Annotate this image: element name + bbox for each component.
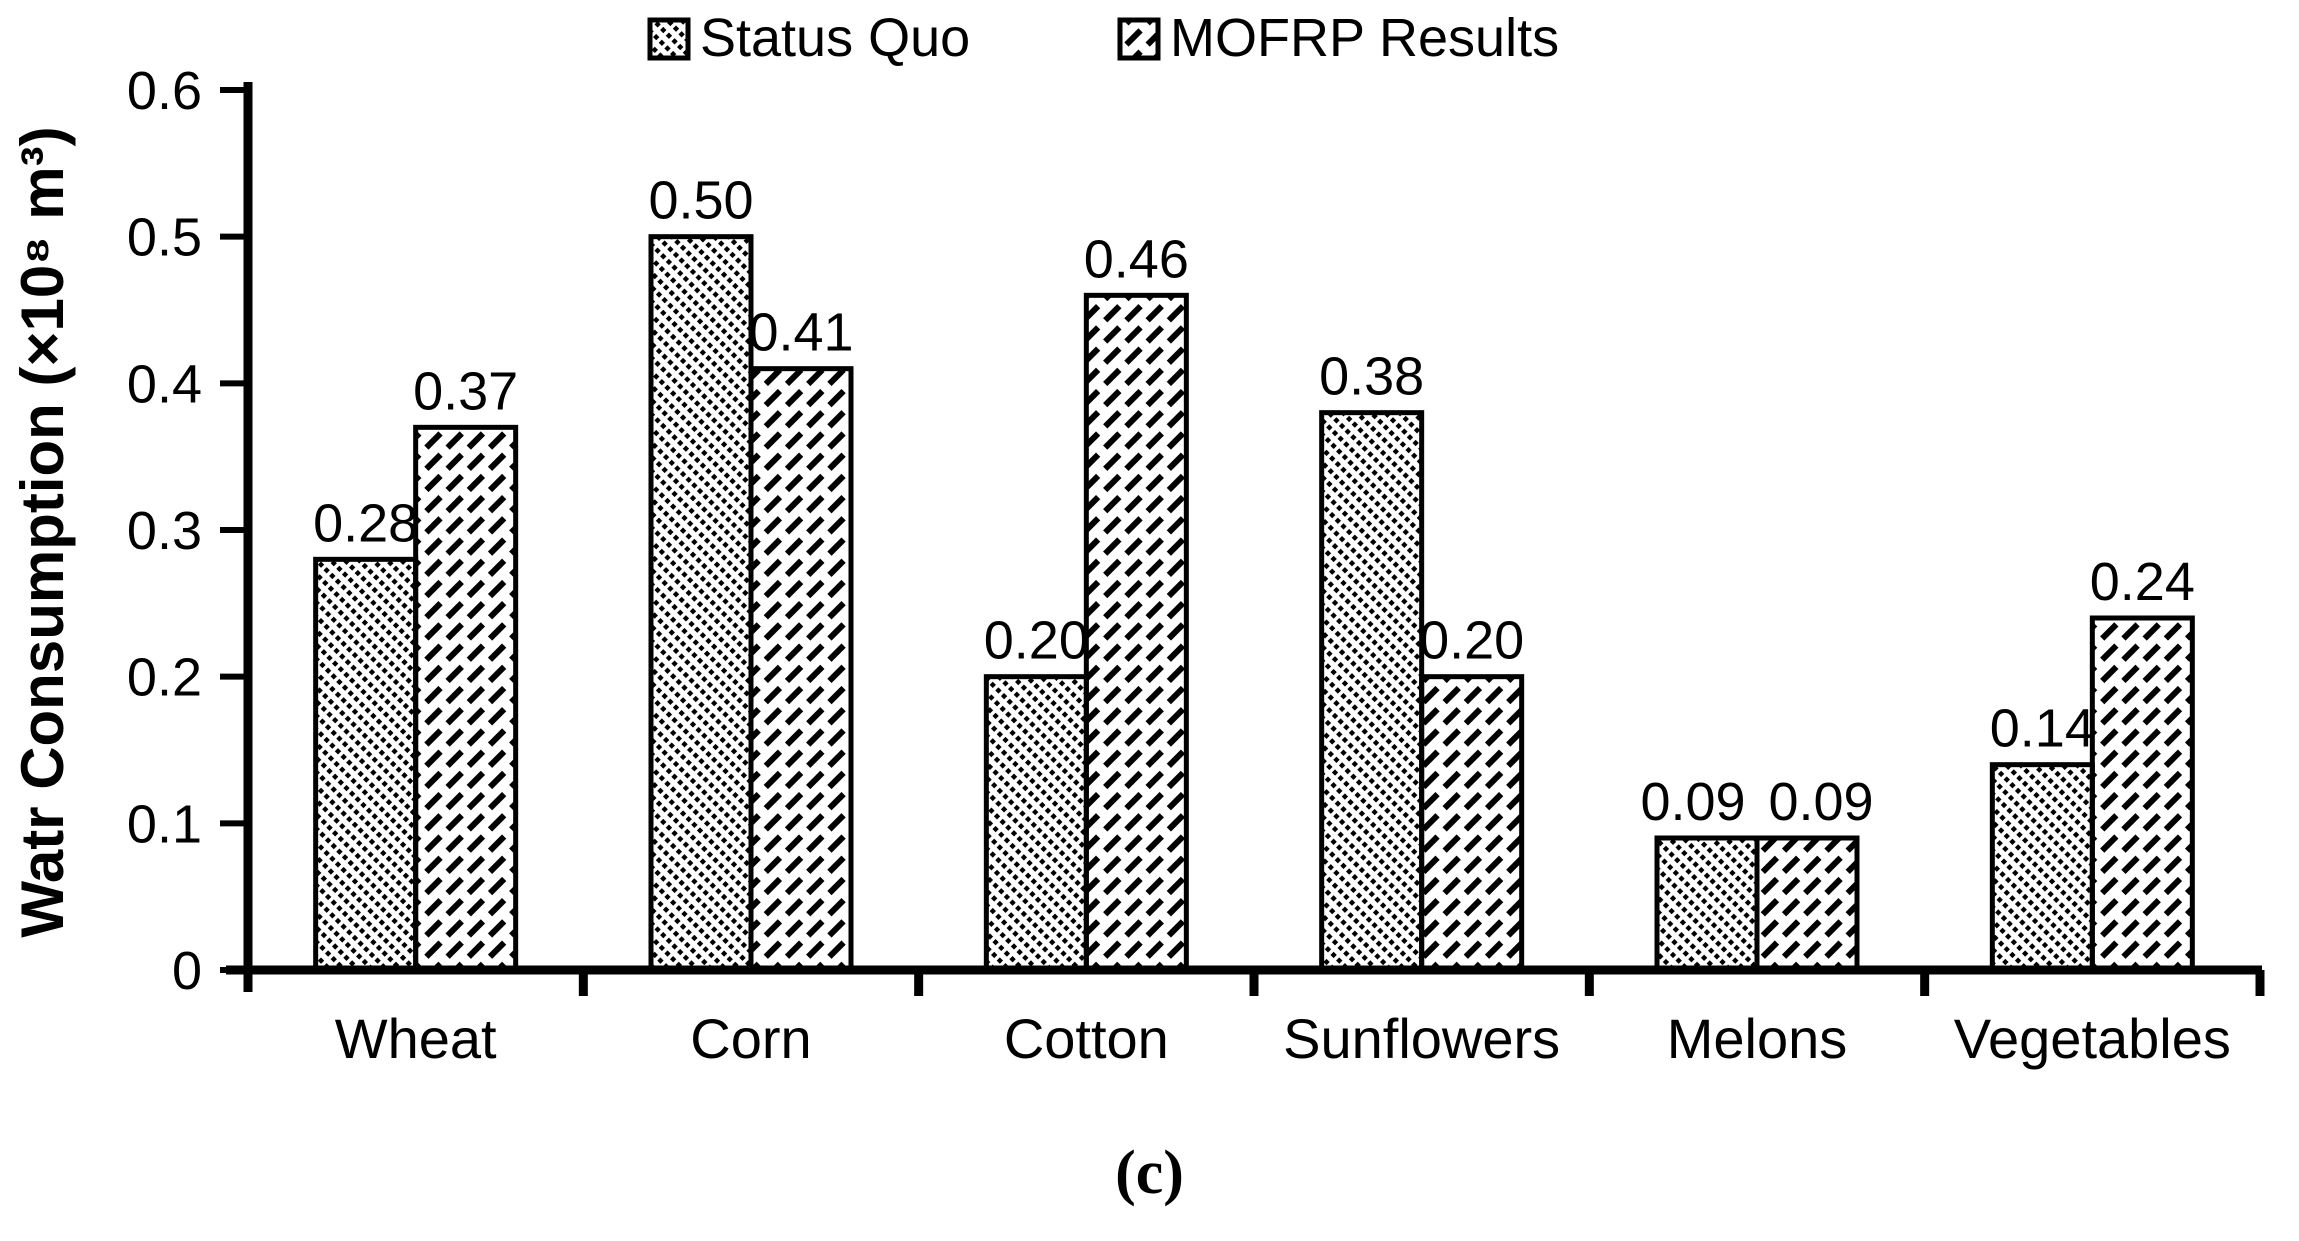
category-label-melons: Melons — [1667, 1007, 1848, 1070]
bar-mofrp-results-melons — [1754, 835, 1860, 973]
bar-mofrp-results-sunflowers — [1419, 674, 1525, 973]
legend-label-mofrp-results: MOFRP Results — [1170, 8, 1559, 68]
figure-caption: (c) — [1115, 1139, 1184, 1207]
value-label-mofrp-results-sunflowers: 0.20 — [1419, 611, 1524, 671]
value-label-status-quo-wheat: 0.28 — [313, 493, 418, 553]
category-label-cotton: Cotton — [1004, 1007, 1169, 1070]
y-tick-label: 0.3 — [127, 501, 202, 561]
value-label-status-quo-corn: 0.50 — [648, 171, 753, 231]
y-tick-label: 0.4 — [127, 354, 202, 414]
value-label-mofrp-results-wheat: 0.37 — [413, 361, 518, 421]
value-label-status-quo-melons: 0.09 — [1640, 772, 1745, 832]
bar-status-quo-wheat — [313, 556, 419, 973]
category-label-wheat: Wheat — [335, 1007, 497, 1070]
y-tick-label: 0.5 — [127, 208, 202, 268]
value-label-mofrp-results-corn: 0.41 — [748, 303, 853, 363]
bar-status-quo-melons — [1654, 835, 1760, 973]
value-label-mofrp-results-vegetables: 0.24 — [2090, 552, 2195, 612]
legend-swatch-mofrp-results-icon — [1117, 17, 1161, 61]
y-tick-label: 0.2 — [127, 648, 202, 708]
bar-mofrp-results-cotton — [1083, 292, 1189, 973]
value-label-status-quo-vegetables: 0.14 — [1990, 699, 2095, 759]
bar-status-quo-sunflowers — [1319, 410, 1425, 973]
value-label-status-quo-cotton: 0.20 — [984, 611, 1089, 671]
bar-mofrp-results-wheat — [413, 424, 519, 973]
legend-swatch-status-quo-icon — [647, 17, 691, 61]
y-tick-label: 0.1 — [127, 794, 202, 854]
value-label-mofrp-results-melons: 0.09 — [1768, 772, 1873, 832]
value-label-status-quo-sunflowers: 0.38 — [1319, 347, 1424, 407]
category-label-vegetables: Vegetables — [1954, 1007, 2231, 1070]
bar-status-quo-vegetables — [1989, 762, 2095, 973]
bar-mofrp-results-corn — [748, 366, 854, 973]
legend-label-status-quo: Status Quo — [700, 8, 970, 68]
value-label-mofrp-results-cotton: 0.46 — [1084, 229, 1189, 289]
category-label-corn: Corn — [690, 1007, 811, 1070]
y-axis-title: Watr Consumption (×10⁸ m³) — [9, 126, 76, 938]
bar-mofrp-results-vegetables — [2089, 615, 2195, 973]
bar-status-quo-corn — [648, 234, 754, 973]
y-tick-label: 0.6 — [127, 61, 202, 121]
bar-status-quo-cotton — [983, 674, 1089, 973]
category-label-sunflowers: Sunflowers — [1283, 1007, 1560, 1070]
y-tick-label: 0 — [172, 941, 202, 1001]
